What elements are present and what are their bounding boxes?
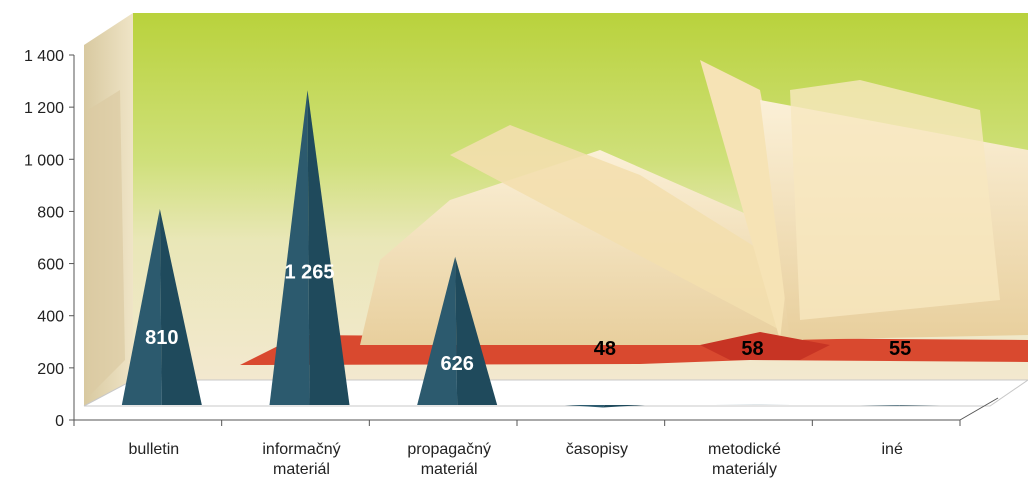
x-axis-depth-line	[959, 397, 999, 421]
x-tick-label-line: iné	[881, 441, 902, 458]
data-label: 58	[741, 338, 763, 360]
y-tick-label: 600	[37, 257, 64, 274]
x-tick-label-line: bulletin	[128, 441, 179, 458]
x-tick-label-line: materiál	[273, 461, 330, 478]
y-axis: 0 200 400 600 800 1 000 1 200 1 400	[24, 48, 75, 430]
x-tick-label: metodické materiály	[708, 441, 781, 478]
data-label: 810	[145, 327, 178, 349]
bar-face-right	[898, 405, 941, 406]
y-tick-label: 400	[37, 309, 64, 326]
y-tick-label: 1 400	[24, 48, 64, 65]
x-tick-label: propagačný materiál	[407, 441, 491, 478]
data-labels: 810 1 265 626 48 58 55	[145, 262, 911, 376]
x-axis: bulletin informačný materiál propagačný mate…	[73, 397, 999, 478]
x-tick-label: informačný materiál	[262, 441, 340, 478]
data-label: 55	[889, 338, 911, 360]
x-tick-label: časopisy	[566, 441, 628, 458]
x-tick-label-line: materiály	[712, 461, 777, 478]
x-tick-label-line: materiál	[421, 461, 478, 478]
x-tick-label-line: propagačný	[407, 441, 491, 458]
bar-face-left	[564, 405, 605, 408]
bar	[269, 90, 350, 406]
bar-face-right	[159, 208, 202, 405]
x-tick-label-line: informačný	[262, 441, 340, 458]
bar-face-left	[269, 90, 310, 406]
bar	[121, 208, 202, 405]
bar-face-right	[307, 90, 350, 406]
bar-face-left	[417, 256, 458, 405]
bar	[417, 256, 498, 405]
x-tick-label: iné	[881, 441, 902, 458]
book-illustration	[88, 60, 1028, 395]
data-label: 48	[594, 338, 616, 360]
x-tick-label-line: metodické	[708, 441, 781, 458]
y-tick-label: 1 200	[24, 100, 64, 117]
y-tick-label: 0	[55, 413, 64, 430]
x-tick-label: bulletin	[128, 441, 179, 458]
bar-face-left	[860, 405, 901, 406]
floor	[83, 379, 1028, 407]
data-label: 626	[440, 353, 473, 375]
bar	[860, 405, 941, 406]
bar-face-left	[121, 208, 162, 405]
y-tick-label: 800	[37, 204, 64, 221]
data-label: 1 265	[284, 262, 334, 284]
bars	[121, 90, 941, 408]
y-tick-label: 200	[37, 361, 64, 378]
bar	[564, 405, 645, 408]
x-tick-label-line: časopisy	[566, 441, 628, 458]
bar-face-right	[602, 405, 645, 408]
y-tick-label: 1 000	[24, 152, 64, 169]
bar-face-right	[455, 256, 498, 405]
